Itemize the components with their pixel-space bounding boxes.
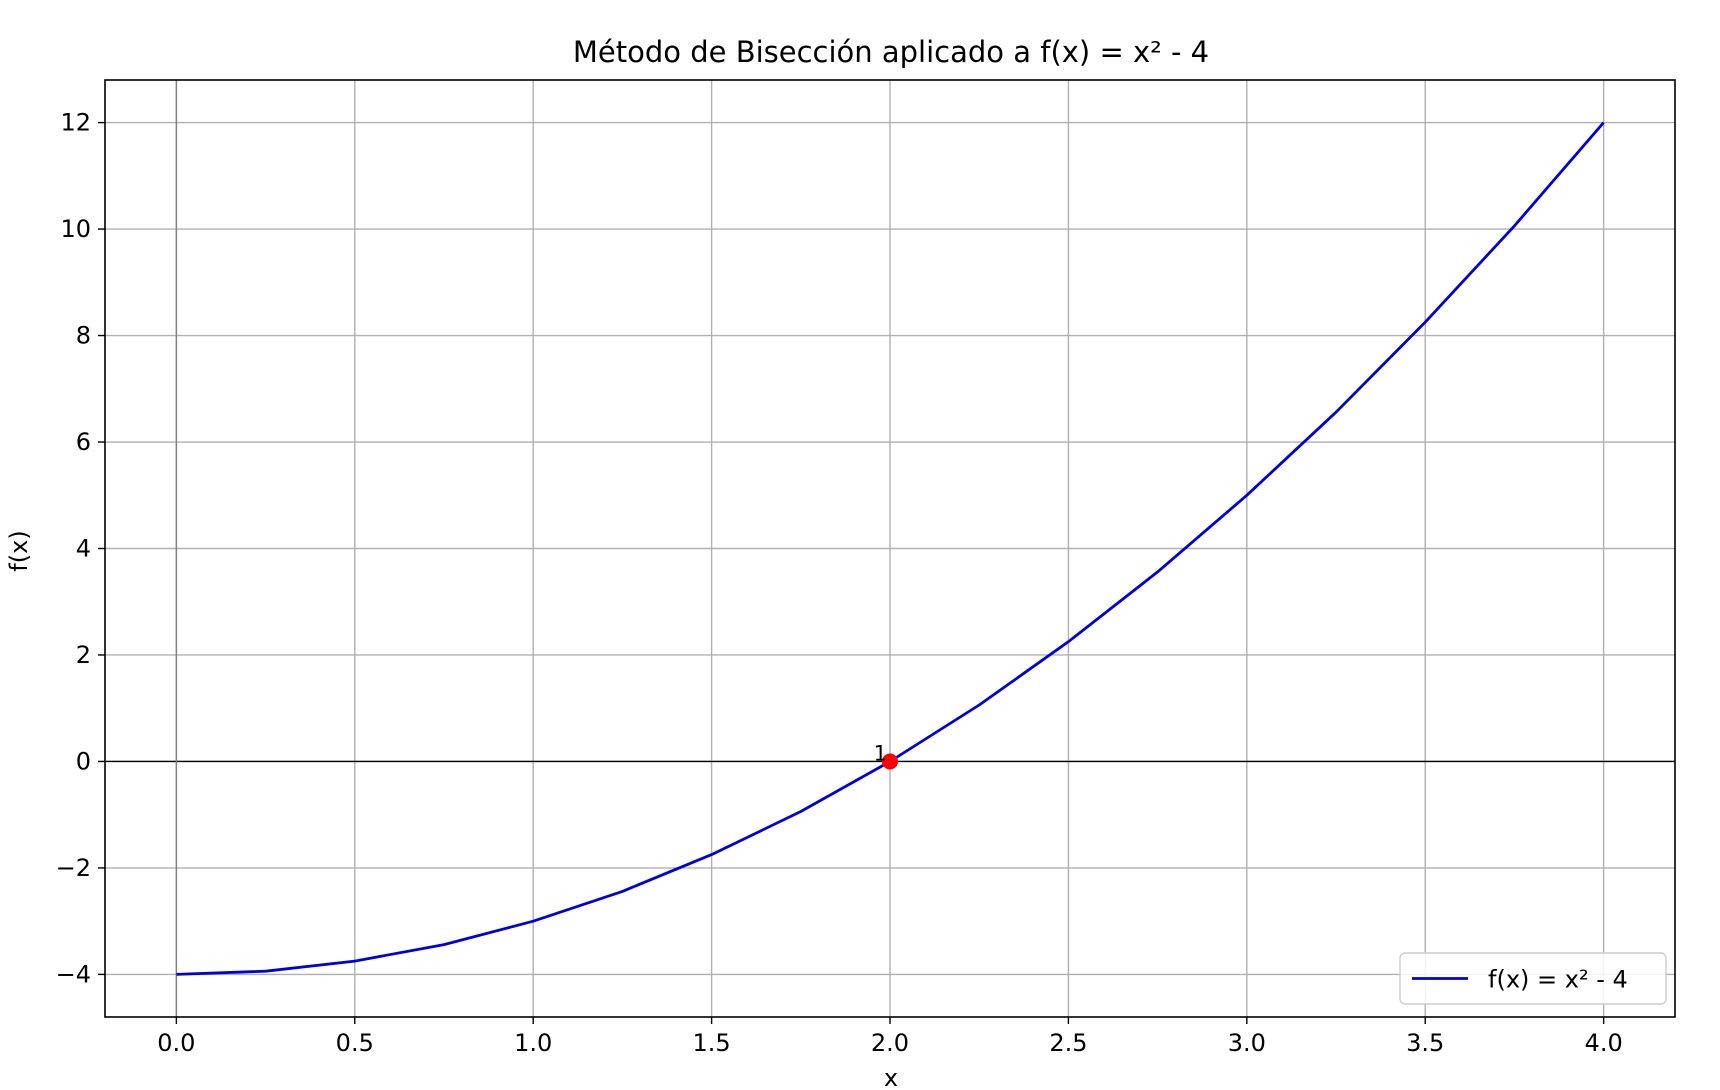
x-axis-ticks: 0.0 0.5 1.0 1.5 2.0 2.5 3.0 3.5 4.0 <box>157 1017 1623 1057</box>
y-tick-label: −2 <box>56 854 91 882</box>
points-layer: 1 <box>874 741 898 770</box>
x-tick-label: 1.5 <box>693 1029 731 1057</box>
y-tick-label: 2 <box>76 641 91 669</box>
bisection-point <box>882 753 898 770</box>
x-tick-label: 4.0 <box>1585 1029 1623 1057</box>
legend-box <box>1399 952 1667 1005</box>
x-tick-label: 2.5 <box>1049 1029 1087 1057</box>
x-tick-label: 1.0 <box>514 1029 552 1057</box>
x-axis-label: x <box>884 1064 898 1090</box>
x-tick-label: 3.5 <box>1406 1029 1444 1057</box>
y-tick-label: 12 <box>60 109 91 137</box>
chart-title: Método de Bisección aplicado a f(x) = x²… <box>573 35 1209 69</box>
y-tick-label: 4 <box>76 535 91 563</box>
y-axis-label: f(x) <box>5 530 33 571</box>
legend: f(x) = x² - 4 <box>1399 952 1667 1005</box>
y-tick-label: 8 <box>76 322 91 350</box>
x-tick-label: 3.0 <box>1228 1029 1266 1057</box>
y-tick-label: −4 <box>56 960 91 988</box>
x-tick-label: 0.5 <box>336 1029 374 1057</box>
y-axis-ticks: −4 −2 0 2 4 6 8 10 12 <box>56 109 105 988</box>
x-tick-label: 0.0 <box>157 1029 195 1057</box>
bisection-point-label: 1 <box>874 741 887 765</box>
y-tick-label: 10 <box>60 215 91 243</box>
x-tick-label: 2.0 <box>871 1029 909 1057</box>
y-tick-label: 0 <box>76 747 91 775</box>
y-tick-label: 6 <box>76 428 91 456</box>
legend-label: f(x) = x² - 4 <box>1488 966 1628 994</box>
